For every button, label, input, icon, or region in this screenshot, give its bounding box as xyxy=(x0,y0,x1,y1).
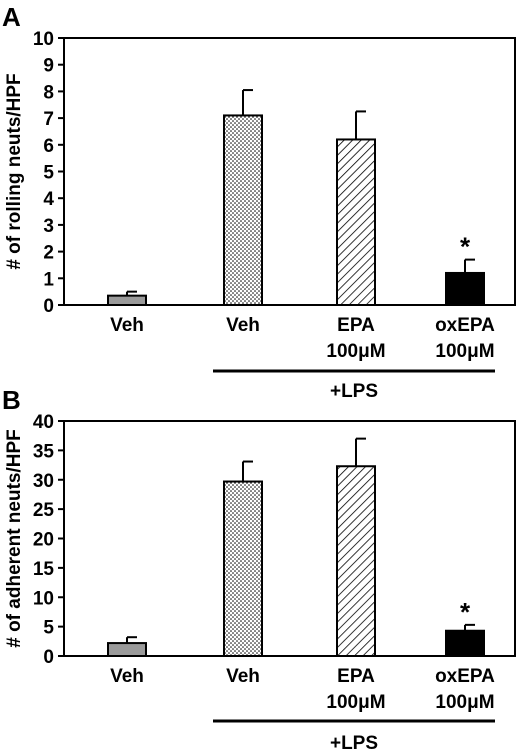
plot-frame xyxy=(63,420,516,657)
y-tick-label: 25 xyxy=(33,500,55,521)
group-label: +LPS xyxy=(330,733,378,754)
plot-frame xyxy=(63,37,516,306)
bar-4 xyxy=(445,629,485,657)
y-tick-label: 10 xyxy=(33,588,54,609)
category-label-line2: 100μM xyxy=(326,692,385,713)
category-label: Veh xyxy=(110,315,144,336)
y-tick-label: 1 xyxy=(43,269,54,290)
bar-2 xyxy=(223,480,263,658)
y-tick-label: 0 xyxy=(43,647,54,668)
bar-3 xyxy=(336,465,376,657)
y-tick-label: 6 xyxy=(43,136,54,157)
category-label: oxEPA xyxy=(435,666,495,687)
category-label-line2: 100μM xyxy=(435,692,494,713)
significance-marker: * xyxy=(460,597,471,627)
panel-a: A 0 1 2 3 4 5 6 7 8 9 10 # of rolling neuts/HPF Veh Ve… xyxy=(2,2,516,402)
category-label: Veh xyxy=(110,666,144,687)
bar-4 xyxy=(445,271,485,306)
y-tick-label: 9 xyxy=(43,56,54,77)
panel-letter: A xyxy=(2,2,21,32)
panel-b: B 0 5 10 15 20 25 30 35 40 # of adherent neuts/HPF… xyxy=(2,385,516,754)
y-tick-label: 2 xyxy=(43,243,54,264)
bar-2 xyxy=(223,114,263,307)
category-label-line2: 100μM xyxy=(435,341,494,362)
bar-1 xyxy=(107,294,147,306)
category-label: EPA xyxy=(337,666,375,687)
category-label: Veh xyxy=(226,666,260,687)
y-tick-label: 0 xyxy=(43,296,54,317)
y-tick-label: 35 xyxy=(33,441,55,462)
y-tick-label: 30 xyxy=(33,471,54,492)
y-tick-label: 40 xyxy=(33,412,54,433)
category-label: EPA xyxy=(337,315,375,336)
group-label: +LPS xyxy=(330,381,378,402)
category-label-line2: 100μM xyxy=(326,341,385,362)
bar-3 xyxy=(336,138,376,306)
bar-1 xyxy=(107,642,147,658)
panel-letter: B xyxy=(2,385,21,415)
significance-marker: * xyxy=(460,232,471,262)
y-tick-label: 4 xyxy=(43,189,54,210)
y-tick-label: 10 xyxy=(33,29,54,50)
y-tick-label: 7 xyxy=(43,109,54,130)
y-axis-label: # of rolling neuts/HPF xyxy=(4,73,25,269)
y-tick-label: 15 xyxy=(33,559,55,580)
y-axis-label: # of adherent neuts/HPF xyxy=(4,429,25,648)
y-tick-label: 20 xyxy=(33,530,54,551)
category-label: Veh xyxy=(226,315,260,336)
category-label: oxEPA xyxy=(435,315,495,336)
y-tick-label: 8 xyxy=(43,82,54,103)
y-tick-label: 3 xyxy=(43,216,54,237)
y-tick-label: 5 xyxy=(43,618,54,639)
y-tick-label: 5 xyxy=(43,163,54,184)
